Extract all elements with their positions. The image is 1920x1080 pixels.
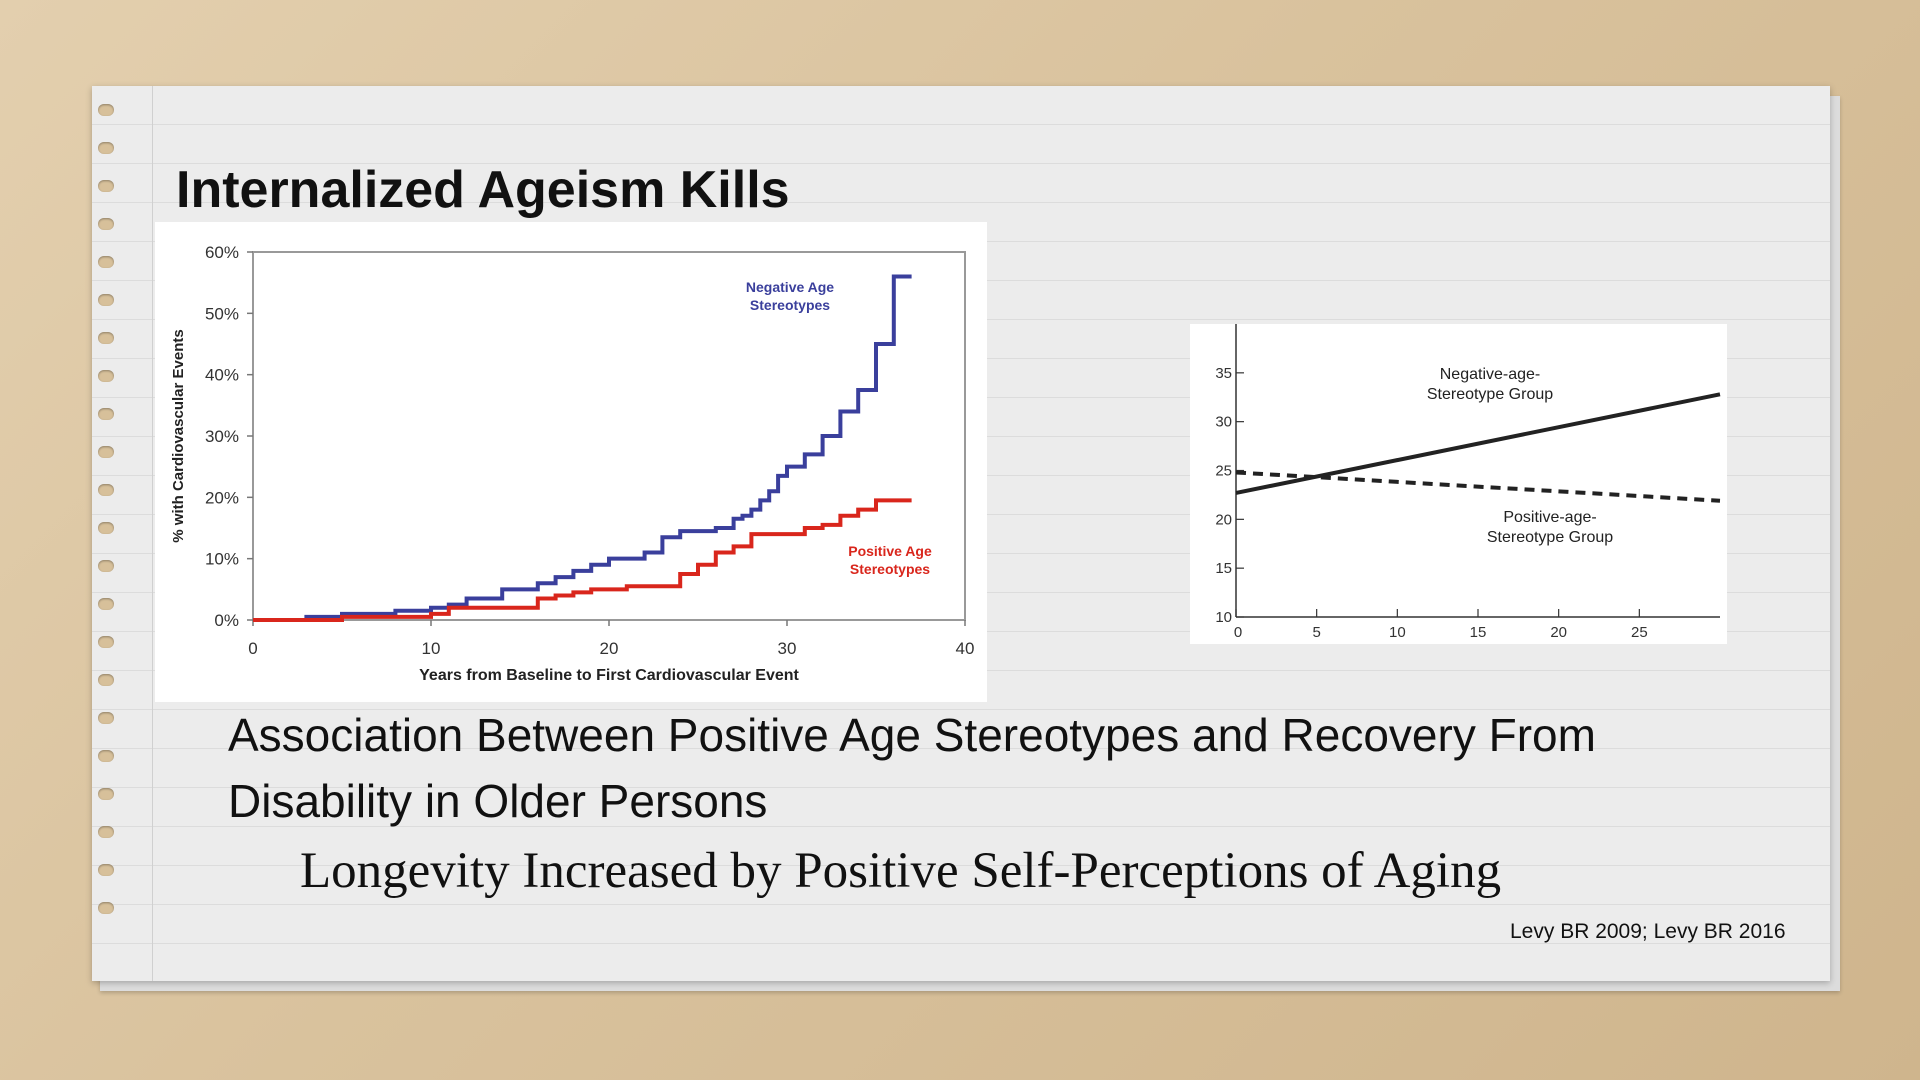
study-caption-recovery: Association Between Positive Age Stereot… (228, 709, 1596, 827)
positive-series-label-line2: Stereotypes (850, 561, 930, 577)
citation-text: Levy BR 2009; Levy BR 2016 (1510, 920, 1786, 943)
y-tick-label: 50% (205, 304, 239, 323)
x-tick-label: 10 (422, 639, 441, 658)
y-tick-label: 10% (205, 550, 239, 569)
cardiovascular-events-chart: 0% 10% 20% 30% 40% 50% 60% 0 10 20 30 40 Years from … (155, 222, 987, 702)
binder-hole (98, 142, 114, 154)
x-tick-label: 20 (1550, 624, 1567, 641)
binder-hole (98, 788, 114, 800)
x-tick-label: 25 (1631, 624, 1648, 641)
x-tick-label: 0 (248, 639, 257, 658)
y-tick-label: 10 (1215, 609, 1232, 626)
negative-series-label-line2: Stereotypes (750, 297, 830, 313)
y-tick-label: 20% (205, 488, 239, 507)
x-tick-label: 40 (956, 639, 975, 658)
slide-title: Internalized Ageism Kills (176, 161, 790, 219)
paper-margin-line (152, 86, 153, 981)
x-tick-label: 20 (600, 639, 619, 658)
y-tick-label: 20 (1215, 511, 1232, 528)
binder-hole (98, 370, 114, 382)
y-tick-label: 60% (205, 243, 239, 262)
y-axis-label: % with Cardiovascular Events (170, 329, 187, 542)
y-tick-label: 30% (205, 427, 239, 446)
stereotype-trend-svg: 10 15 20 25 30 35 0 5 10 15 20 25 Negative-age- Stere… (1215, 324, 1721, 641)
y-tick-label: 25 (1215, 463, 1232, 480)
x-tick-label: 15 (1470, 624, 1487, 641)
positive-group-line (1235, 470, 1721, 503)
binder-hole (98, 712, 114, 724)
negative-group-label-line2: Stereotype Group (1427, 386, 1553, 403)
binder-hole (98, 522, 114, 534)
binder-hole (98, 180, 114, 192)
negative-series-label-line1: Negative Age (746, 279, 834, 295)
binder-hole (98, 104, 114, 116)
positive-series-label-line1: Positive Age (848, 543, 932, 559)
binder-hole (98, 598, 114, 610)
binder-hole (98, 560, 114, 572)
y-tick-label: 30 (1215, 414, 1232, 431)
cardiovascular-events-svg: 0% 10% 20% 30% 40% 50% 60% 0 10 20 30 40 Years from … (170, 243, 975, 684)
x-tick-label: 30 (778, 639, 797, 658)
binder-hole (98, 218, 114, 230)
x-axis-label: Years from Baseline to First Cardiovascu… (419, 667, 799, 684)
negative-group-line (1235, 392, 1721, 495)
binder-hole (98, 636, 114, 648)
positive-group-label-line2: Stereotype Group (1487, 529, 1613, 546)
y-tick-label: 35 (1215, 365, 1232, 382)
binder-hole (98, 332, 114, 344)
y-tick-label: 0% (214, 611, 239, 630)
x-tick-label: 0 (1234, 624, 1242, 641)
positive-stereotype-line (253, 498, 912, 622)
binder-hole (98, 826, 114, 838)
binder-hole (98, 674, 114, 686)
binder-hole (98, 446, 114, 458)
binder-hole (98, 902, 114, 914)
binder-hole (98, 484, 114, 496)
positive-group-label-line1: Positive-age- (1503, 509, 1596, 526)
negative-group-label-line1: Negative-age- (1440, 366, 1541, 383)
binder-hole (98, 408, 114, 420)
y-tick-label: 40% (205, 366, 239, 385)
y-tick-label: 15 (1215, 560, 1232, 577)
binder-hole (98, 294, 114, 306)
x-tick-label: 10 (1389, 624, 1406, 641)
binder-hole (98, 256, 114, 268)
x-tick-label: 5 (1312, 624, 1320, 641)
study-caption-longevity: Longevity Increased by Positive Self-Per… (300, 843, 1502, 899)
stereotype-trend-chart: 10 15 20 25 30 35 0 5 10 15 20 25 Negative-age- Stere… (1190, 324, 1727, 644)
binder-hole (98, 864, 114, 876)
binder-hole (98, 750, 114, 762)
negative-stereotype-line (253, 274, 912, 622)
